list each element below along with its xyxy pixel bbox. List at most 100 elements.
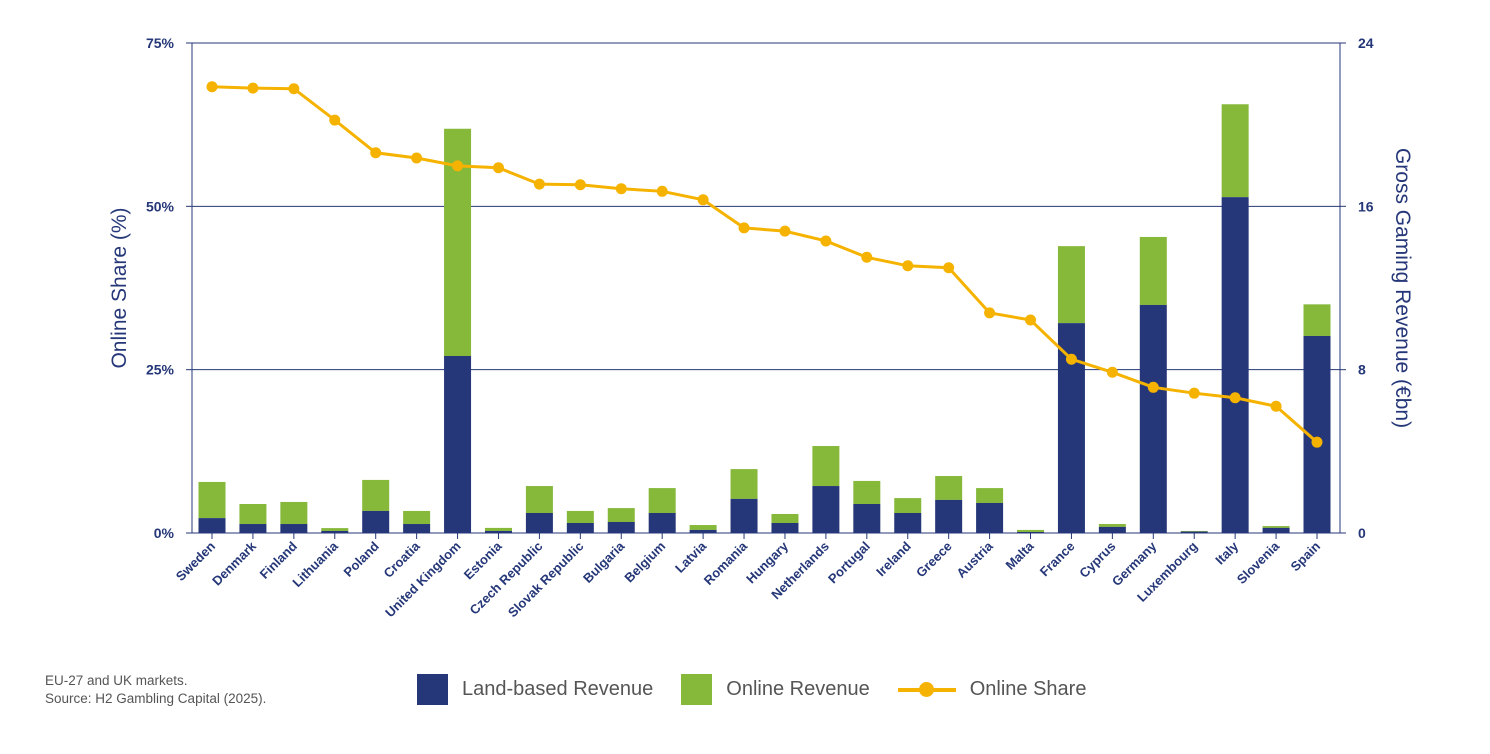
left-axis-label: Online Share (%) (108, 207, 131, 368)
legend-label: Land-based Revenue (462, 678, 654, 700)
bar-land-based (935, 499, 963, 533)
bar-land-based (280, 524, 308, 533)
right-tick-label: 8 (1358, 362, 1366, 378)
online-share-point (697, 194, 709, 206)
online-share-point (1065, 353, 1077, 365)
bar-land-based (239, 524, 267, 533)
online-share-point (656, 185, 668, 197)
online-share-point (370, 147, 382, 159)
legend-swatch-online (681, 674, 713, 705)
x-tick-label: Portugal (825, 539, 873, 587)
bar-online (894, 498, 922, 513)
online-share-point (247, 82, 259, 94)
online-share-point (492, 162, 504, 174)
bar-land-based (976, 502, 1004, 533)
legend-label: Online Share (969, 678, 1087, 700)
bar-land-based (894, 512, 922, 533)
bar-land-based (484, 530, 512, 533)
online-share-point (943, 262, 955, 274)
bar-online (853, 480, 881, 505)
bar-online (525, 486, 553, 513)
online-share-line (211, 85, 1318, 444)
x-tick-label: Ireland (873, 538, 914, 579)
bar-land-based (771, 522, 799, 533)
bar-land-based (607, 521, 635, 533)
bar-land-based (198, 518, 226, 533)
left-tick-label: 50% (146, 198, 175, 214)
legend-item-land: Land-based Revenue (417, 674, 653, 705)
bar-land-based (812, 486, 840, 533)
x-tick-label: France (1037, 539, 1078, 580)
bar-land-based (403, 524, 431, 533)
x-tick-label: Spain (1287, 538, 1323, 574)
online-share-point (738, 222, 750, 234)
source-note: EU-27 and UK markets. Source: H2 Gamblin… (45, 672, 266, 708)
note-line-2: Source: H2 Gambling Capital (2025). (45, 691, 267, 706)
x-tick-label: Czech Republic (466, 539, 545, 618)
online-share-point (820, 235, 832, 247)
x-tick-label: Belgium (621, 539, 668, 586)
bar-land-based (853, 504, 881, 533)
bar-online (1303, 304, 1331, 336)
bar-online (812, 446, 840, 487)
bar-online (280, 501, 308, 525)
legend-label: Online Revenue (726, 678, 870, 700)
online-share-point (206, 81, 218, 93)
left-tick-label: 25% (146, 362, 175, 378)
x-tick-label: Austria (953, 538, 996, 581)
bar-land-based (689, 529, 717, 533)
online-share-point (1229, 392, 1241, 404)
note-line-1: EU-27 and UK markets. (45, 673, 188, 688)
chart: 0% 25% 50% 75% 0 8 16 24 Online Share (%) Gross G… (108, 35, 1414, 621)
bar-online (648, 488, 676, 513)
left-tick-label: 75% (146, 35, 175, 51)
online-share-point (861, 251, 873, 263)
bar-online (1221, 104, 1249, 198)
x-tick-label: Lithuania (289, 538, 341, 590)
bar-online (198, 481, 226, 519)
right-tick-label: 16 (1358, 198, 1374, 214)
online-share-point (452, 160, 464, 172)
bar-land-based (525, 512, 553, 533)
online-share-point (615, 183, 627, 195)
legend-item-online: Online Revenue (681, 674, 870, 705)
bar-land-based (1180, 531, 1208, 533)
bar-land-based (362, 510, 390, 533)
x-tick-label: Greece (913, 539, 955, 581)
bar-online (689, 525, 717, 530)
x-tick-label: Denmark (209, 538, 259, 588)
bar-land-based (321, 530, 349, 533)
bar-online (976, 488, 1004, 503)
x-tick-label: Romania (701, 538, 751, 588)
bar-online (1017, 529, 1045, 532)
x-tick-label: Malta (1003, 538, 1038, 573)
bar-online (321, 528, 349, 531)
online-share-point (1188, 387, 1200, 399)
bar-online (1180, 530, 1208, 532)
right-tick-label: 0 (1358, 525, 1366, 541)
bar-online (607, 508, 635, 522)
bar-land-based (1262, 527, 1290, 533)
bar-online (1139, 236, 1167, 305)
bar-online (566, 510, 594, 523)
online-share-point (1025, 314, 1037, 326)
legend-swatch-land (417, 674, 448, 705)
x-tick-label: Slovak Republic (505, 539, 587, 621)
online-share-point (329, 114, 341, 126)
bar-land-based (730, 498, 758, 533)
legend-item-share: Online Share (897, 674, 1087, 705)
bar-land-based (1139, 304, 1167, 533)
bar-online (935, 476, 963, 500)
bar-online (1262, 526, 1290, 528)
online-share-point (574, 179, 586, 191)
bar-online (403, 510, 431, 525)
bar-land-based (648, 512, 676, 533)
online-share-point (1106, 366, 1118, 378)
legend: Land-based Revenue Online Revenue Online… (417, 674, 1114, 705)
online-share-point (984, 307, 996, 319)
bar-land-based (1098, 526, 1126, 533)
online-share-point (1311, 436, 1323, 448)
bar-online (1098, 524, 1126, 527)
bar-online (362, 479, 390, 511)
right-axis-label: Gross Gaming Revenue (€bn) (1391, 148, 1414, 428)
